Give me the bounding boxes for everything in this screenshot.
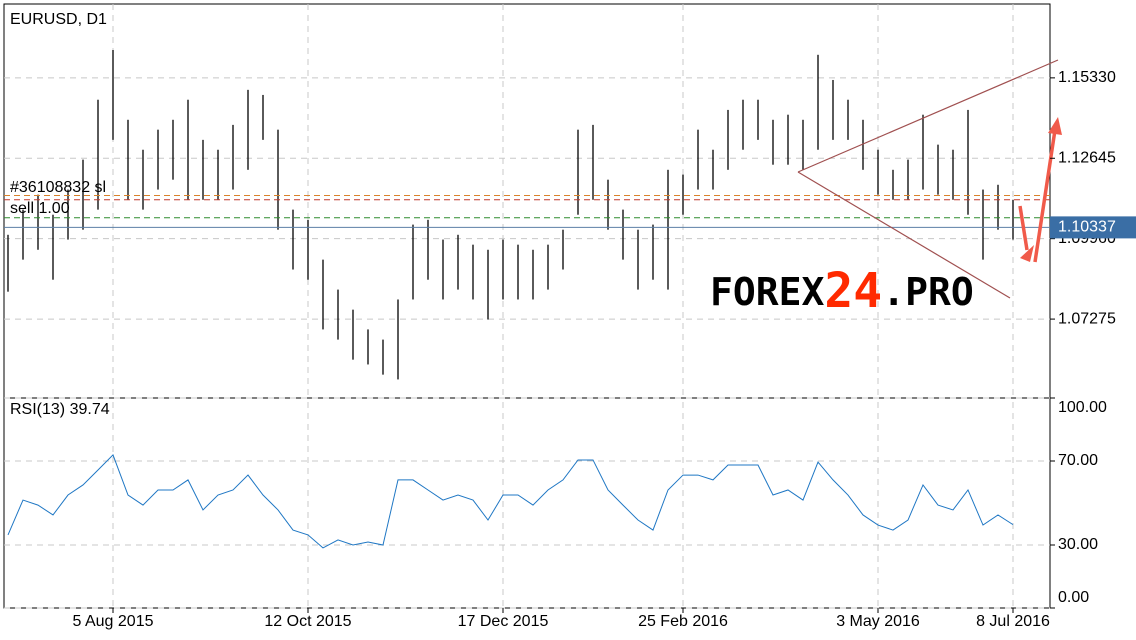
watermark-part: 24 (824, 263, 882, 319)
grid (4, 4, 1050, 609)
chart-title: EURUSD, D1 (10, 11, 107, 28)
order-label: #36108832 sl (10, 179, 106, 196)
trend-line (797, 59, 1059, 173)
y-tick-label: 100.00 (1058, 399, 1107, 416)
x-tick-label: 12 Oct 2015 (264, 613, 351, 630)
current-price-box (1050, 216, 1136, 239)
trend-line (797, 171, 1011, 299)
x-tick-label: 17 Dec 2015 (458, 613, 549, 630)
watermark-part: FOREX (710, 270, 825, 314)
arrows (1018, 117, 1062, 263)
watermark-part: .PRO (882, 270, 974, 314)
current-price-label: 1.10337 (1058, 219, 1116, 236)
y-tick-label: 30.00 (1058, 536, 1098, 553)
order-label: sell 1.00 (10, 200, 70, 217)
y-tick-label: 1.07275 (1058, 310, 1116, 327)
y-tick-label: 1.12645 (1058, 149, 1116, 166)
y-tick-label: 0.00 (1058, 589, 1089, 606)
x-tick-label: 5 Aug 2015 (73, 613, 154, 630)
marks (4, 50, 1050, 549)
x-tick-label: 3 May 2016 (836, 613, 920, 630)
y-tick-label: 70.00 (1058, 452, 1098, 469)
y-tick-label: 1.15330 (1058, 69, 1116, 86)
x-tick-label: 8 Jul 2016 (976, 613, 1050, 630)
x-tick-label: 25 Feb 2016 (638, 613, 728, 630)
rsi-line (7, 454, 1014, 549)
watermark: FOREX24.PRO (710, 263, 974, 319)
indicator-title: RSI(13) 39.74 (10, 401, 110, 418)
